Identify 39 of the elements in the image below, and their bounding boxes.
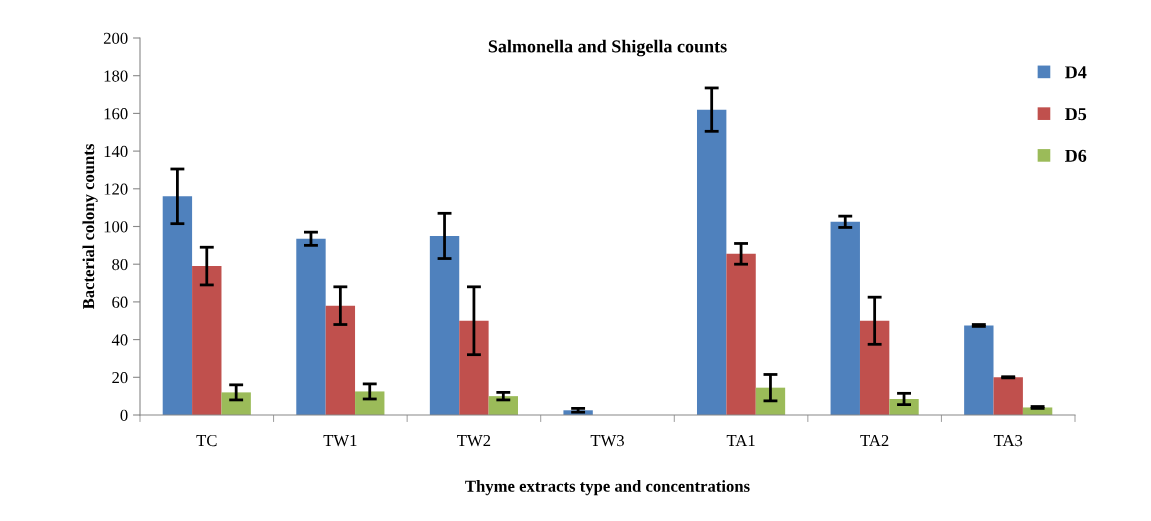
x-tick-label: TW3 xyxy=(590,434,624,447)
bar xyxy=(459,320,489,415)
y-axis-title: Bacterial colony counts xyxy=(82,144,98,310)
y-tick-label: 0 xyxy=(120,409,128,421)
x-tick-label: TW2 xyxy=(457,434,491,447)
y-tick-label: 140 xyxy=(104,145,128,158)
x-axis-title: Thyme extracts type and concentrations xyxy=(465,480,750,496)
x-tick-label: TW1 xyxy=(323,435,357,447)
bar xyxy=(221,392,251,415)
x-tick-label: TA2 xyxy=(860,434,889,447)
bar xyxy=(696,109,727,415)
bar xyxy=(993,377,1023,415)
x-tick-label: TC xyxy=(196,434,217,447)
bar xyxy=(488,396,519,415)
bar xyxy=(726,253,756,415)
bar xyxy=(355,391,385,415)
bar xyxy=(429,235,460,415)
x-tick-label: TA3 xyxy=(993,434,1023,447)
legend-label: D6 xyxy=(1065,149,1087,162)
y-tick-label: 60 xyxy=(112,296,128,308)
y-tick-label: 40 xyxy=(111,334,128,346)
bar xyxy=(830,221,860,415)
y-tick-label: 20 xyxy=(112,372,128,384)
legend-label: D5 xyxy=(1065,108,1087,121)
legend-label: D4 xyxy=(1065,66,1087,79)
y-tick-label: 100 xyxy=(104,221,128,233)
chart-title: Salmonella and Shigella counts xyxy=(488,39,727,57)
y-tick-label: 120 xyxy=(104,183,128,195)
y-tick-label: 80 xyxy=(112,258,128,271)
bar xyxy=(162,196,193,415)
y-tick-label: 180 xyxy=(104,70,128,82)
y-tick-label: 200 xyxy=(103,32,128,44)
x-tick-label: TA1 xyxy=(726,435,755,447)
bar xyxy=(325,305,356,415)
bar xyxy=(192,266,222,415)
bar xyxy=(859,320,890,415)
bar xyxy=(964,325,994,415)
y-tick-label: 160 xyxy=(104,108,128,120)
bar xyxy=(296,238,326,415)
